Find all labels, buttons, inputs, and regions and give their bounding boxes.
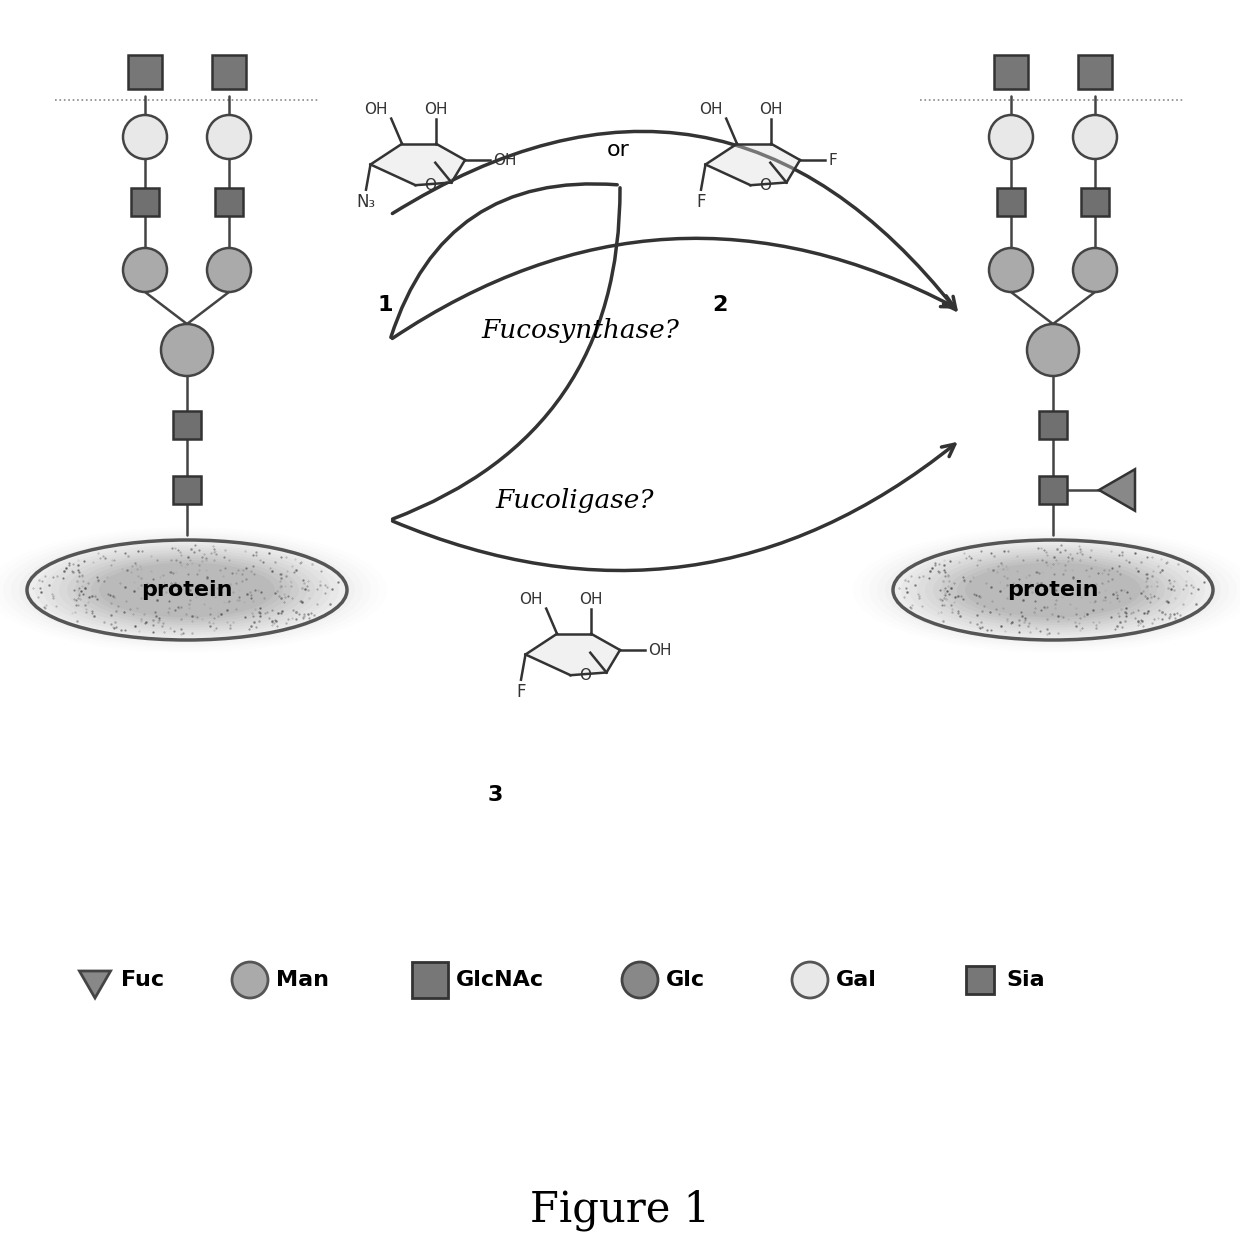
Circle shape — [161, 324, 213, 376]
Ellipse shape — [941, 555, 1166, 624]
Ellipse shape — [853, 528, 1240, 652]
Text: 1: 1 — [377, 295, 393, 315]
FancyArrowPatch shape — [393, 444, 955, 570]
Ellipse shape — [0, 528, 387, 652]
Text: Fuc: Fuc — [122, 969, 164, 990]
Ellipse shape — [901, 543, 1205, 637]
Text: protein: protein — [1007, 580, 1099, 601]
Ellipse shape — [861, 530, 1240, 650]
FancyArrowPatch shape — [392, 238, 954, 339]
FancyBboxPatch shape — [412, 962, 448, 998]
Ellipse shape — [67, 553, 308, 627]
Ellipse shape — [27, 540, 347, 640]
Ellipse shape — [893, 540, 1213, 640]
FancyArrowPatch shape — [393, 188, 620, 519]
Text: GlcNAc: GlcNAc — [456, 969, 544, 990]
Circle shape — [1027, 324, 1079, 376]
Text: Sia: Sia — [1006, 969, 1044, 990]
Text: F: F — [696, 193, 706, 210]
Text: OH: OH — [363, 102, 387, 117]
Ellipse shape — [2, 533, 371, 647]
Ellipse shape — [932, 553, 1173, 627]
FancyBboxPatch shape — [174, 476, 201, 504]
Text: Gal: Gal — [836, 969, 877, 990]
Ellipse shape — [99, 563, 275, 617]
Ellipse shape — [965, 563, 1141, 617]
Text: Fucoligase?: Fucoligase? — [496, 487, 655, 512]
Text: OH: OH — [494, 152, 517, 167]
Ellipse shape — [925, 550, 1180, 630]
Circle shape — [622, 962, 658, 998]
Ellipse shape — [0, 530, 379, 650]
Text: 3: 3 — [487, 786, 502, 805]
Polygon shape — [526, 633, 620, 675]
Circle shape — [1073, 115, 1117, 159]
Text: Man: Man — [277, 969, 329, 990]
FancyBboxPatch shape — [215, 188, 243, 217]
Text: or: or — [606, 140, 630, 160]
Circle shape — [207, 115, 250, 159]
Text: OH: OH — [424, 102, 448, 117]
Ellipse shape — [11, 535, 363, 645]
Text: F: F — [828, 152, 837, 167]
Polygon shape — [371, 144, 465, 185]
Circle shape — [1073, 248, 1117, 292]
FancyBboxPatch shape — [997, 188, 1025, 217]
Ellipse shape — [43, 545, 331, 635]
Text: Figure 1: Figure 1 — [529, 1188, 711, 1231]
Text: O: O — [579, 669, 591, 684]
Ellipse shape — [35, 543, 339, 637]
Ellipse shape — [51, 548, 322, 632]
FancyBboxPatch shape — [1039, 410, 1066, 439]
Text: OH: OH — [579, 592, 603, 607]
Ellipse shape — [74, 555, 299, 624]
Circle shape — [232, 962, 268, 998]
Circle shape — [792, 962, 828, 998]
FancyBboxPatch shape — [131, 188, 159, 217]
Circle shape — [123, 248, 167, 292]
Text: OH: OH — [759, 102, 782, 117]
Ellipse shape — [869, 533, 1238, 647]
FancyArrowPatch shape — [391, 184, 618, 337]
FancyBboxPatch shape — [174, 410, 201, 439]
Polygon shape — [706, 144, 800, 185]
Text: protein: protein — [141, 580, 233, 601]
Ellipse shape — [909, 545, 1197, 635]
Circle shape — [990, 248, 1033, 292]
FancyArrowPatch shape — [392, 131, 956, 310]
Ellipse shape — [918, 548, 1189, 632]
FancyBboxPatch shape — [1039, 476, 1066, 504]
Text: OH: OH — [698, 102, 722, 117]
Text: Glc: Glc — [666, 969, 706, 990]
Ellipse shape — [949, 558, 1157, 622]
Ellipse shape — [957, 560, 1149, 619]
Text: O: O — [424, 179, 436, 194]
Ellipse shape — [83, 558, 291, 622]
Text: F: F — [516, 682, 526, 701]
Text: O: O — [759, 179, 771, 194]
FancyBboxPatch shape — [1081, 188, 1109, 217]
Text: OH: OH — [518, 592, 542, 607]
Ellipse shape — [60, 550, 315, 630]
Ellipse shape — [885, 538, 1221, 642]
Ellipse shape — [877, 535, 1229, 645]
Circle shape — [990, 115, 1033, 159]
Circle shape — [207, 248, 250, 292]
Text: 2: 2 — [712, 295, 728, 315]
Text: Fucosynthase?: Fucosynthase? — [481, 317, 680, 342]
Text: N₃: N₃ — [356, 193, 376, 210]
Circle shape — [123, 115, 167, 159]
Ellipse shape — [19, 538, 355, 642]
Text: OH: OH — [649, 642, 672, 657]
Ellipse shape — [91, 560, 283, 619]
